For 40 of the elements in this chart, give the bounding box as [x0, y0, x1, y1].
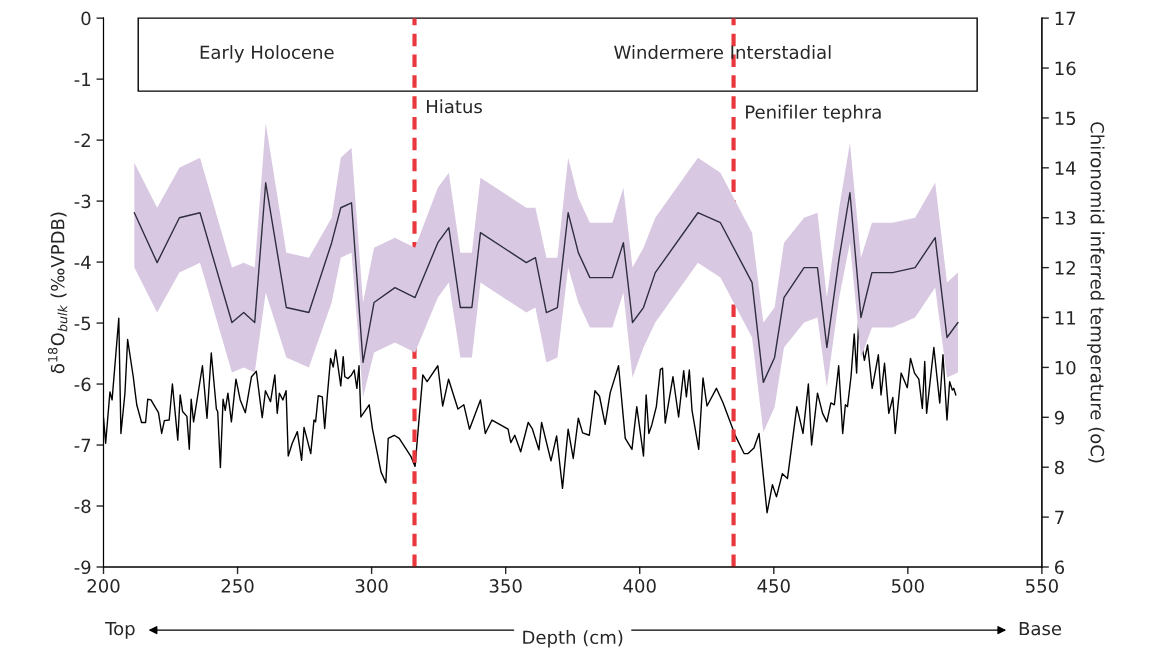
y2-tick-label: 12: [1055, 261, 1075, 275]
text: Base: [1019, 621, 1062, 636]
y2-tick-label: 10: [1055, 360, 1076, 375]
y-tick-label: -8: [74, 499, 91, 514]
y2-tick-label: 8: [1054, 460, 1064, 475]
y-tick-label: -9: [74, 560, 91, 575]
y2-tick-label: 6: [1054, 560, 1065, 575]
y2-tick-label: 13: [1055, 211, 1076, 225]
y2-tick-label: 16: [1055, 61, 1076, 76]
y2-tick-label: 11: [1055, 311, 1076, 325]
x-tick-label: 250: [221, 579, 254, 593]
y2-tick-label: 14: [1055, 161, 1076, 175]
y-tick-label: -4: [74, 255, 91, 269]
y-tick-label: 0: [81, 11, 91, 26]
y2-tick-label: 15: [1055, 111, 1076, 126]
y-tick-label: -5: [74, 316, 91, 331]
y2-axis-title: Chironomid inferred temperature (oC): [1086, 122, 1105, 463]
y2-tick-label: 17: [1055, 11, 1076, 25]
y-tick-label: -2: [74, 133, 90, 147]
annotation: Early Holocene: [200, 45, 334, 63]
x-tick-label: 400: [623, 579, 656, 593]
x-tick-label: 550: [1026, 579, 1058, 593]
x-tick-label: 200: [87, 579, 120, 593]
y-tick-label: -6: [74, 377, 91, 392]
x-tick-label: 500: [892, 579, 924, 593]
x-tick-label: 300: [355, 579, 388, 593]
x-tick-label: 450: [757, 579, 790, 593]
y2-tick-label: 7: [1055, 510, 1064, 524]
ref-line-label: Hiatus: [427, 99, 482, 114]
x-tick-label: 350: [489, 579, 522, 593]
text: Top: [105, 621, 135, 639]
y-tick-label: -1: [74, 72, 91, 86]
y-tick-label: -3: [74, 194, 91, 209]
annotation: Windermere Interstadial: [614, 45, 831, 60]
line-series: [133, 182, 959, 384]
y-axis-title: δ$^{18}$O$_{bulk}$ (‰VPDB): [47, 212, 68, 374]
y-tick-label: -7: [74, 438, 91, 452]
x-axis-title: Depth (cm): [523, 630, 623, 648]
y2-tick-label: 9: [1054, 410, 1064, 425]
ref-line-label: Penifiler tephra: [746, 104, 881, 123]
